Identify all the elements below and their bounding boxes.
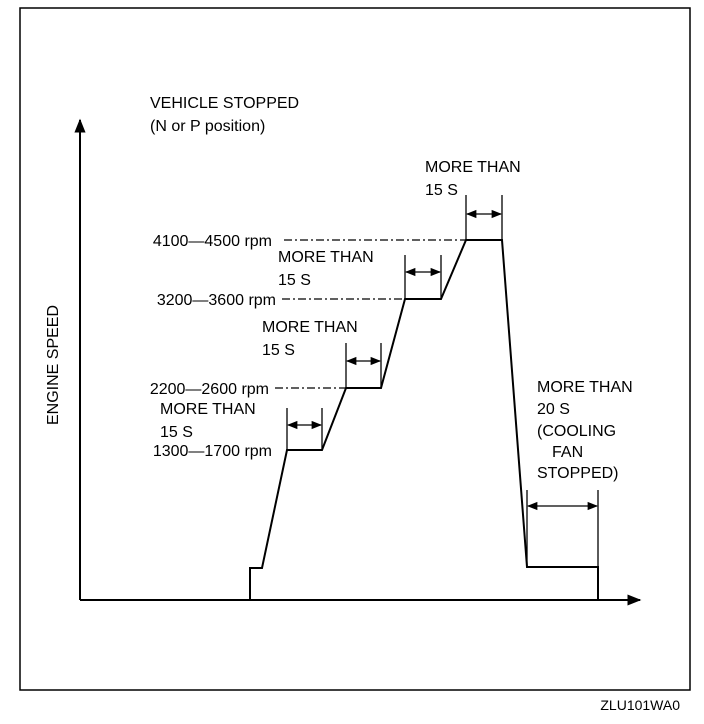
title: VEHICLE STOPPED [150, 95, 299, 112]
hold-note: 20 S [537, 401, 570, 418]
hold-note: MORE THAN [160, 401, 256, 418]
speed-profile [249, 239, 599, 600]
speed-label: 1300—1700 rpm [153, 443, 272, 460]
hold-note: MORE THAN [278, 249, 374, 266]
duration-marker [465, 195, 503, 240]
hold-note: MORE THAN [262, 319, 358, 336]
speed-label: 3200—3600 rpm [157, 292, 276, 309]
subtitle: (N or P position) [150, 118, 265, 135]
hold-note: (COOLING [537, 423, 616, 440]
figure-code: ZLU101WA0 [600, 697, 680, 713]
duration-marker [345, 343, 382, 388]
hold-note: 15 S [278, 272, 311, 289]
hold-note: STOPPED) [537, 465, 619, 482]
duration-marker [286, 408, 323, 450]
hold-note: 15 S [425, 182, 458, 199]
duration-marker [404, 255, 442, 299]
hold-note: 15 S [262, 342, 295, 359]
speed-label: 2200—2600 rpm [150, 381, 269, 398]
hold-note: MORE THAN [537, 379, 633, 396]
hold-note: MORE THAN [425, 159, 521, 176]
duration-marker [526, 490, 599, 567]
speed-label: 4100—4500 rpm [153, 233, 272, 250]
frame [19, 7, 691, 691]
hold-note: 15 S [160, 424, 193, 441]
hold-note: FAN [552, 444, 583, 461]
y-axis-label: ENGINE SPEED [45, 305, 62, 425]
